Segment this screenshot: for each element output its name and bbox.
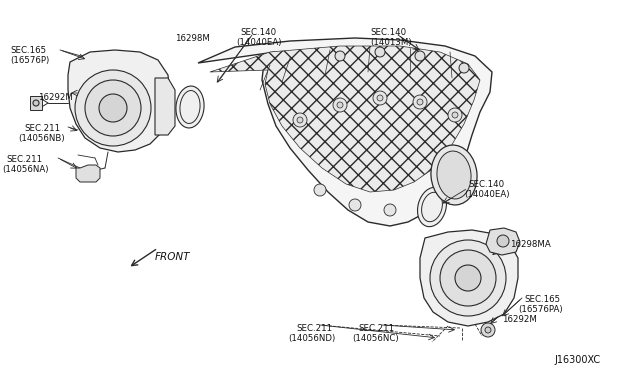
Polygon shape xyxy=(76,165,100,182)
Text: SEC.165: SEC.165 xyxy=(524,295,560,304)
Text: SEC.211: SEC.211 xyxy=(296,324,332,333)
Circle shape xyxy=(349,199,361,211)
Circle shape xyxy=(459,63,469,73)
Circle shape xyxy=(485,327,491,333)
Circle shape xyxy=(481,323,495,337)
Polygon shape xyxy=(420,230,518,326)
Text: SEC.140: SEC.140 xyxy=(468,180,504,189)
Circle shape xyxy=(99,94,127,122)
Circle shape xyxy=(335,51,345,61)
Text: (14056ND): (14056ND) xyxy=(288,334,335,343)
Circle shape xyxy=(75,70,151,146)
Circle shape xyxy=(333,98,347,112)
Text: SEC.165: SEC.165 xyxy=(10,46,46,55)
Text: (14040EA): (14040EA) xyxy=(464,190,509,199)
Text: (14056NC): (14056NC) xyxy=(352,334,399,343)
Circle shape xyxy=(85,80,141,136)
Circle shape xyxy=(448,108,462,122)
Ellipse shape xyxy=(417,187,447,227)
Polygon shape xyxy=(198,38,492,226)
Text: SEC.211: SEC.211 xyxy=(6,155,42,164)
Text: (14040EA): (14040EA) xyxy=(236,38,282,47)
Text: (16576PA): (16576PA) xyxy=(518,305,563,314)
Circle shape xyxy=(297,117,303,123)
Text: SEC.140: SEC.140 xyxy=(370,28,406,37)
Text: SEC.140: SEC.140 xyxy=(240,28,276,37)
Circle shape xyxy=(377,95,383,101)
Text: SEC.211: SEC.211 xyxy=(24,124,60,133)
Text: (14056NB): (14056NB) xyxy=(18,134,65,143)
Ellipse shape xyxy=(431,145,477,205)
Polygon shape xyxy=(210,46,480,192)
Ellipse shape xyxy=(437,151,471,199)
Text: SEC.211: SEC.211 xyxy=(358,324,394,333)
Circle shape xyxy=(430,240,506,316)
Text: (14013M): (14013M) xyxy=(370,38,412,47)
Circle shape xyxy=(440,250,496,306)
Text: 16292M: 16292M xyxy=(38,93,73,102)
Polygon shape xyxy=(68,50,170,152)
Text: 16292M: 16292M xyxy=(502,315,537,324)
Circle shape xyxy=(413,95,427,109)
Circle shape xyxy=(314,184,326,196)
Text: (16576P): (16576P) xyxy=(10,56,49,65)
Circle shape xyxy=(497,235,509,247)
Circle shape xyxy=(33,100,39,106)
Circle shape xyxy=(415,51,425,61)
Circle shape xyxy=(293,113,307,127)
Polygon shape xyxy=(155,78,175,135)
Circle shape xyxy=(452,112,458,118)
Text: (14056NA): (14056NA) xyxy=(2,165,49,174)
Bar xyxy=(30,96,42,110)
Text: J16300XC: J16300XC xyxy=(554,355,600,365)
Ellipse shape xyxy=(176,86,204,128)
Circle shape xyxy=(384,204,396,216)
Polygon shape xyxy=(486,228,520,255)
Circle shape xyxy=(455,265,481,291)
Text: 16298M: 16298M xyxy=(175,34,210,43)
Text: FRONT: FRONT xyxy=(155,252,191,262)
Text: 16298MA: 16298MA xyxy=(510,240,551,249)
Circle shape xyxy=(417,99,423,105)
Circle shape xyxy=(337,102,343,108)
Circle shape xyxy=(375,47,385,57)
Circle shape xyxy=(373,91,387,105)
